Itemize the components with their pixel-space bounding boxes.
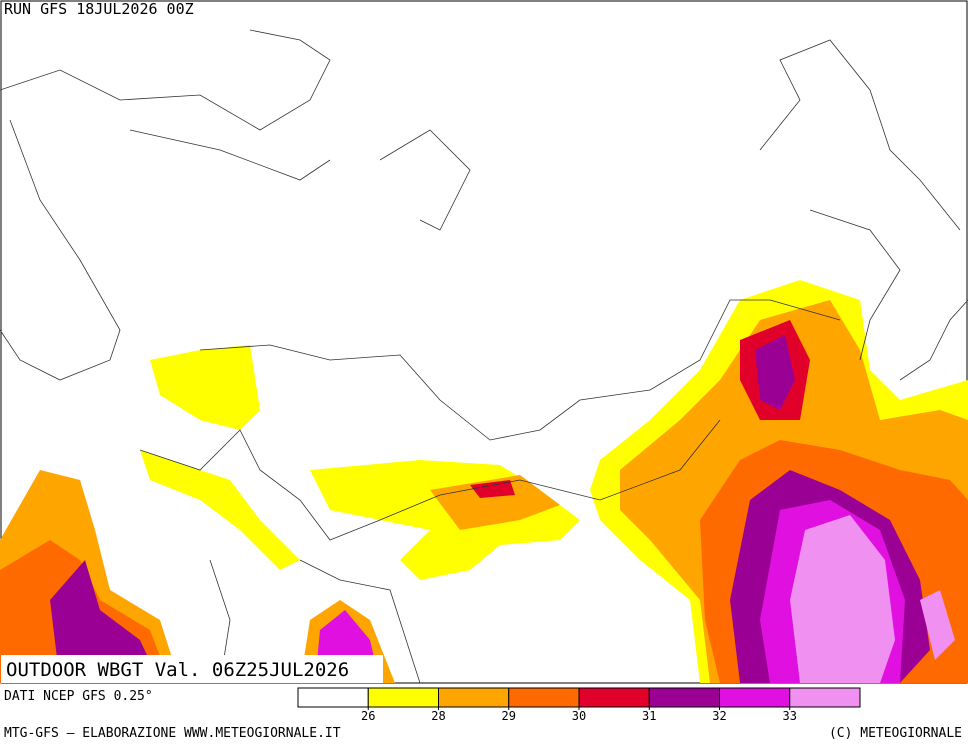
- legend-swatch: [367, 687, 439, 708]
- legend-tick-label: 31: [642, 709, 656, 723]
- legend-tick-label: 30: [572, 709, 586, 723]
- heat-areas: [0, 280, 968, 683]
- legend-tick-label: 32: [712, 709, 726, 723]
- footer-left: MTG-GFS – ELABORAZIONE WWW.METEOGIORNALE…: [4, 726, 341, 741]
- legend-swatch: [508, 687, 580, 708]
- legend-swatch: [648, 687, 720, 708]
- legend-swatch: [578, 687, 650, 708]
- legend-tick-label: 33: [783, 709, 797, 723]
- footer-right: (C) METEOGIORNALE: [829, 726, 962, 741]
- legend-tick-label: 26: [361, 709, 375, 723]
- legend-tick-label: 29: [502, 709, 516, 723]
- legend-swatch: [789, 687, 861, 708]
- map: OUTDOOR WBGT Val. 06Z25JUL2026 RUN GFS 1…: [0, 0, 968, 684]
- title-box: [1, 655, 383, 683]
- legend-tick-label: 28: [431, 709, 445, 723]
- legend-swatch: [297, 687, 369, 708]
- source-label: DATI NCEP GFS 0.25°: [4, 689, 153, 704]
- legend-swatch: [438, 687, 510, 708]
- run-label: RUN GFS 18JUL2026 00Z: [4, 0, 194, 18]
- map-title: OUTDOOR WBGT Val. 06Z25JUL2026: [6, 659, 349, 681]
- borders: [0, 29, 968, 684]
- legend: 26 28 29 30 31 32 33: [297, 687, 861, 723]
- legend-swatch: [719, 687, 791, 708]
